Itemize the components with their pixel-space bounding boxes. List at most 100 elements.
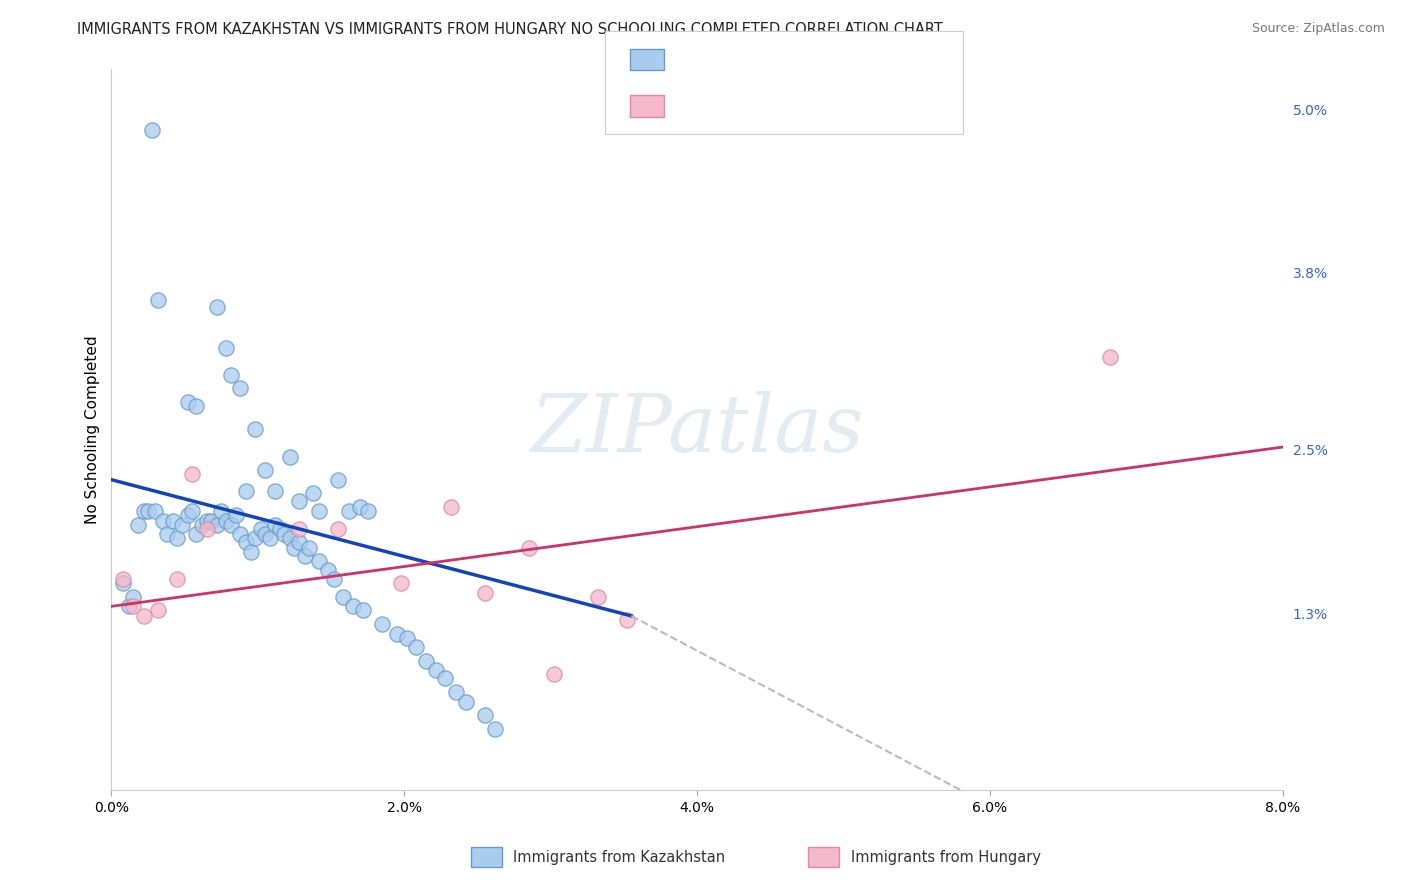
Point [543,667,565,681]
Point [288,494,311,508]
Point [229,527,252,541]
Point [235,483,257,498]
Point [484,722,506,736]
Point [122,599,145,614]
Point [434,672,457,686]
Point [170,517,193,532]
Point [254,463,277,477]
Point [127,517,149,532]
Point [143,504,166,518]
Point [239,545,262,559]
Point [371,617,394,632]
Point [259,531,281,545]
Text: N =: N = [815,99,849,113]
Point [288,535,311,549]
Text: Source: ZipAtlas.com: Source: ZipAtlas.com [1251,22,1385,36]
Point [586,590,609,604]
Text: Immigrants from Hungary: Immigrants from Hungary [851,850,1040,864]
Point [221,517,243,532]
Point [337,504,360,518]
Point [243,422,266,436]
Point [352,603,374,617]
Point [328,473,350,487]
Point [332,590,354,604]
Point [288,522,311,536]
Point [269,522,291,536]
Point [389,576,412,591]
Point [214,514,236,528]
Point [278,450,301,464]
Point [162,514,184,528]
Point [112,576,135,591]
Point [112,572,135,586]
Point [357,504,380,518]
Point [205,517,228,532]
Point [221,368,243,382]
Y-axis label: No Schooling Completed: No Schooling Completed [86,335,100,524]
Point [444,685,467,699]
Point [152,514,174,528]
Point [474,585,496,599]
Point [186,527,208,541]
Point [141,123,163,137]
Point [616,613,638,627]
Point [225,508,247,522]
Point [229,382,252,396]
Point [195,522,218,536]
Point [298,541,321,555]
Point [181,467,204,482]
Point [136,504,159,518]
Point [308,504,330,518]
Point [176,395,198,409]
Text: Immigrants from Kazakhstan: Immigrants from Kazakhstan [513,850,725,864]
Point [1099,350,1122,364]
Point [166,572,188,586]
Point [243,531,266,545]
Point [474,708,496,723]
Point [283,541,305,555]
Point [122,590,145,604]
Text: ZIPatlas: ZIPatlas [530,391,863,468]
Point [186,399,208,413]
Point [323,572,346,586]
Point [278,531,301,545]
Point [254,527,277,541]
Point [191,517,214,532]
Point [235,535,257,549]
Point [517,541,540,555]
Point [148,603,170,617]
Text: 0.318: 0.318 [724,99,778,113]
Text: R =: R = [678,53,711,67]
Point [118,599,141,614]
Point [200,514,222,528]
Point [214,341,236,355]
Text: R =: R = [678,99,711,113]
Point [396,631,419,645]
Text: IMMIGRANTS FROM KAZAKHSTAN VS IMMIGRANTS FROM HUNGARY NO SCHOOLING COMPLETED COR: IMMIGRANTS FROM KAZAKHSTAN VS IMMIGRANTS… [77,22,943,37]
Point [342,599,364,614]
Point [415,654,437,668]
Point [294,549,316,563]
Point [440,500,463,514]
Point [195,514,218,528]
Point [181,504,204,518]
Point [328,522,350,536]
Point [132,504,155,518]
Point [308,554,330,568]
Point [273,527,295,541]
Point [176,508,198,522]
Point [454,695,477,709]
Point [302,486,325,500]
Text: 17: 17 [858,99,879,113]
Text: -0.237: -0.237 [724,53,779,67]
Text: N =: N = [815,53,849,67]
Point [249,522,271,536]
Point [349,500,371,514]
Point [264,483,287,498]
Point [148,293,170,307]
Text: 75: 75 [858,53,879,67]
Point [205,300,228,314]
Point [405,640,427,655]
Point [166,531,188,545]
Point [425,663,447,677]
